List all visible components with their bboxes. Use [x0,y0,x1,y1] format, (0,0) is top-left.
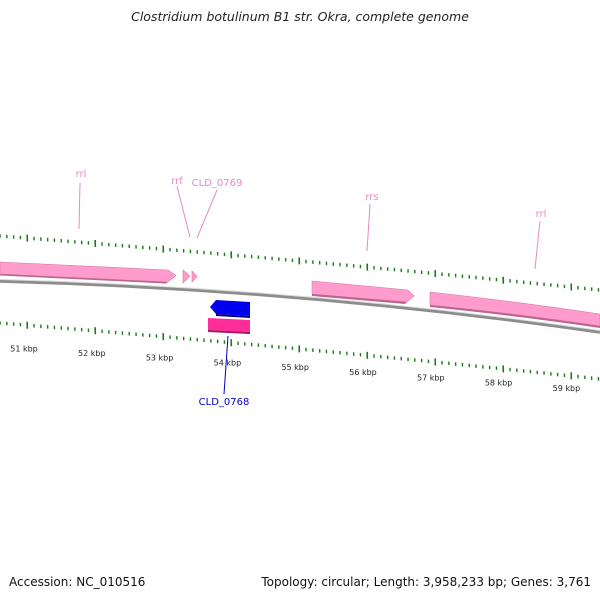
feature-CLD_0768-reverse-shadow [208,330,250,334]
scale-label: 51 kbp [10,345,38,354]
feature-CLD_0768-forward-shadow [216,314,250,318]
feature-rrs-shadow [312,294,407,304]
scale-labels: 51 kbp 52 kbp 53 kbp 54 kbp 55 kbp 56 kbp 57 k… [10,345,580,394]
label-rrs: rrs [365,192,378,203]
leader-rrl-2 [534,220,541,270]
label-rrl-2: rrl [536,209,547,220]
accession-text: Accession: NC_010516 [9,575,146,589]
feature-rrl-2-shadow [430,305,600,328]
scale-label: 53 kbp [146,354,174,363]
scale-label: 55 kbp [281,363,309,372]
scale-label: 58 kbp [485,379,513,388]
leader-CLD_0769 [196,189,218,239]
feature-rrl-1-shadow [0,274,168,284]
leader-CLD_0768 [223,335,229,395]
genome-summary-text: Topology: circular; Length: 3,958,233 bp… [261,575,591,589]
scale-label: 57 kbp [417,373,445,382]
feature-rrs-arrow[interactable] [311,280,415,303]
map-title: Clostridium botulinum B1 str. Okra, comp… [131,9,469,24]
scale-label: 56 kbp [349,368,377,377]
scale-label: 59 kbp [553,384,581,393]
feature-rrl-1-arrow[interactable] [0,261,177,283]
inner-tick-track [0,321,600,381]
feature-CLD_0769-arrow[interactable] [191,270,198,283]
label-rrf: rrf [171,176,183,187]
scale-label: 54 kbp [214,358,242,367]
leader-rrs [366,203,371,252]
feature-CLD_0768-reverse-box[interactable] [208,318,250,332]
label-CLD_0769: CLD_0769 [192,178,243,189]
outer-tick-track [0,234,600,292]
genome-backbone [0,279,600,334]
feature-CLD_0768-forward-box[interactable] [210,300,250,316]
label-rrl-1: rrl [76,169,87,180]
scale-label: 52 kbp [78,349,106,358]
leader-rrf [176,185,191,238]
leader-rrl-1 [78,182,81,230]
feature-rrf-arrow[interactable] [182,269,191,284]
label-CLD_0768: CLD_0768 [199,397,250,408]
genome-backbone-highlight [0,279,600,331]
